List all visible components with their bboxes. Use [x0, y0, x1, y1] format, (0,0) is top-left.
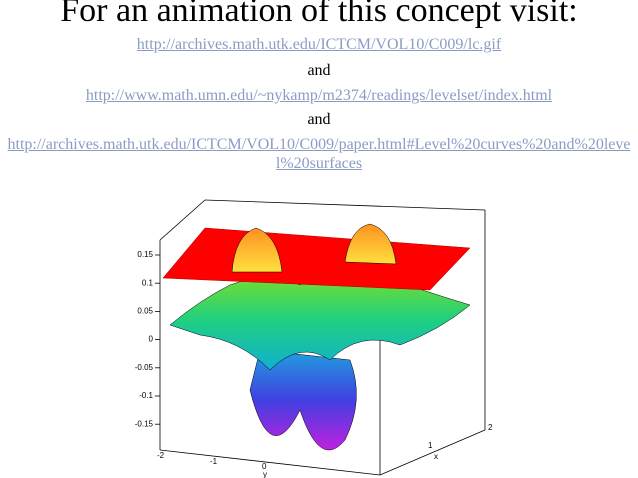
tick-label: 2	[488, 423, 493, 432]
link[interactable]: http://archives.math.utk.edu/ICTCM/VOL10…	[7, 136, 631, 172]
axis-label: x	[434, 452, 438, 461]
valley	[249, 349, 357, 451]
link[interactable]: http://www.math.umn.edu/~nykamp/m2374/re…	[85, 87, 553, 104]
tick-label: 0.15	[137, 250, 153, 259]
connector: and	[307, 62, 331, 79]
tick-label: 0.05	[137, 307, 153, 316]
tick-label: -0.05	[135, 363, 154, 372]
tick-label: 1	[428, 441, 433, 450]
tick-label: -0.1	[139, 391, 153, 400]
link[interactable]: http://archives.math.utk.edu/ICTCM/VOL10…	[136, 36, 502, 53]
peak	[344, 223, 397, 265]
tick-label: -0.15	[135, 419, 154, 428]
axis-label: y	[263, 470, 267, 478]
tick-label: 0.1	[142, 278, 154, 287]
tick-label: -1	[210, 457, 218, 466]
tick-label: 0	[262, 462, 267, 471]
tick-label: -2	[157, 451, 165, 460]
tick-label: 0	[149, 335, 154, 344]
box	[159, 199, 486, 476]
title: For an animation of this concept visit:	[60, 0, 578, 29]
peak	[231, 227, 283, 273]
level-plane	[162, 227, 471, 291]
connector: and	[307, 111, 331, 128]
